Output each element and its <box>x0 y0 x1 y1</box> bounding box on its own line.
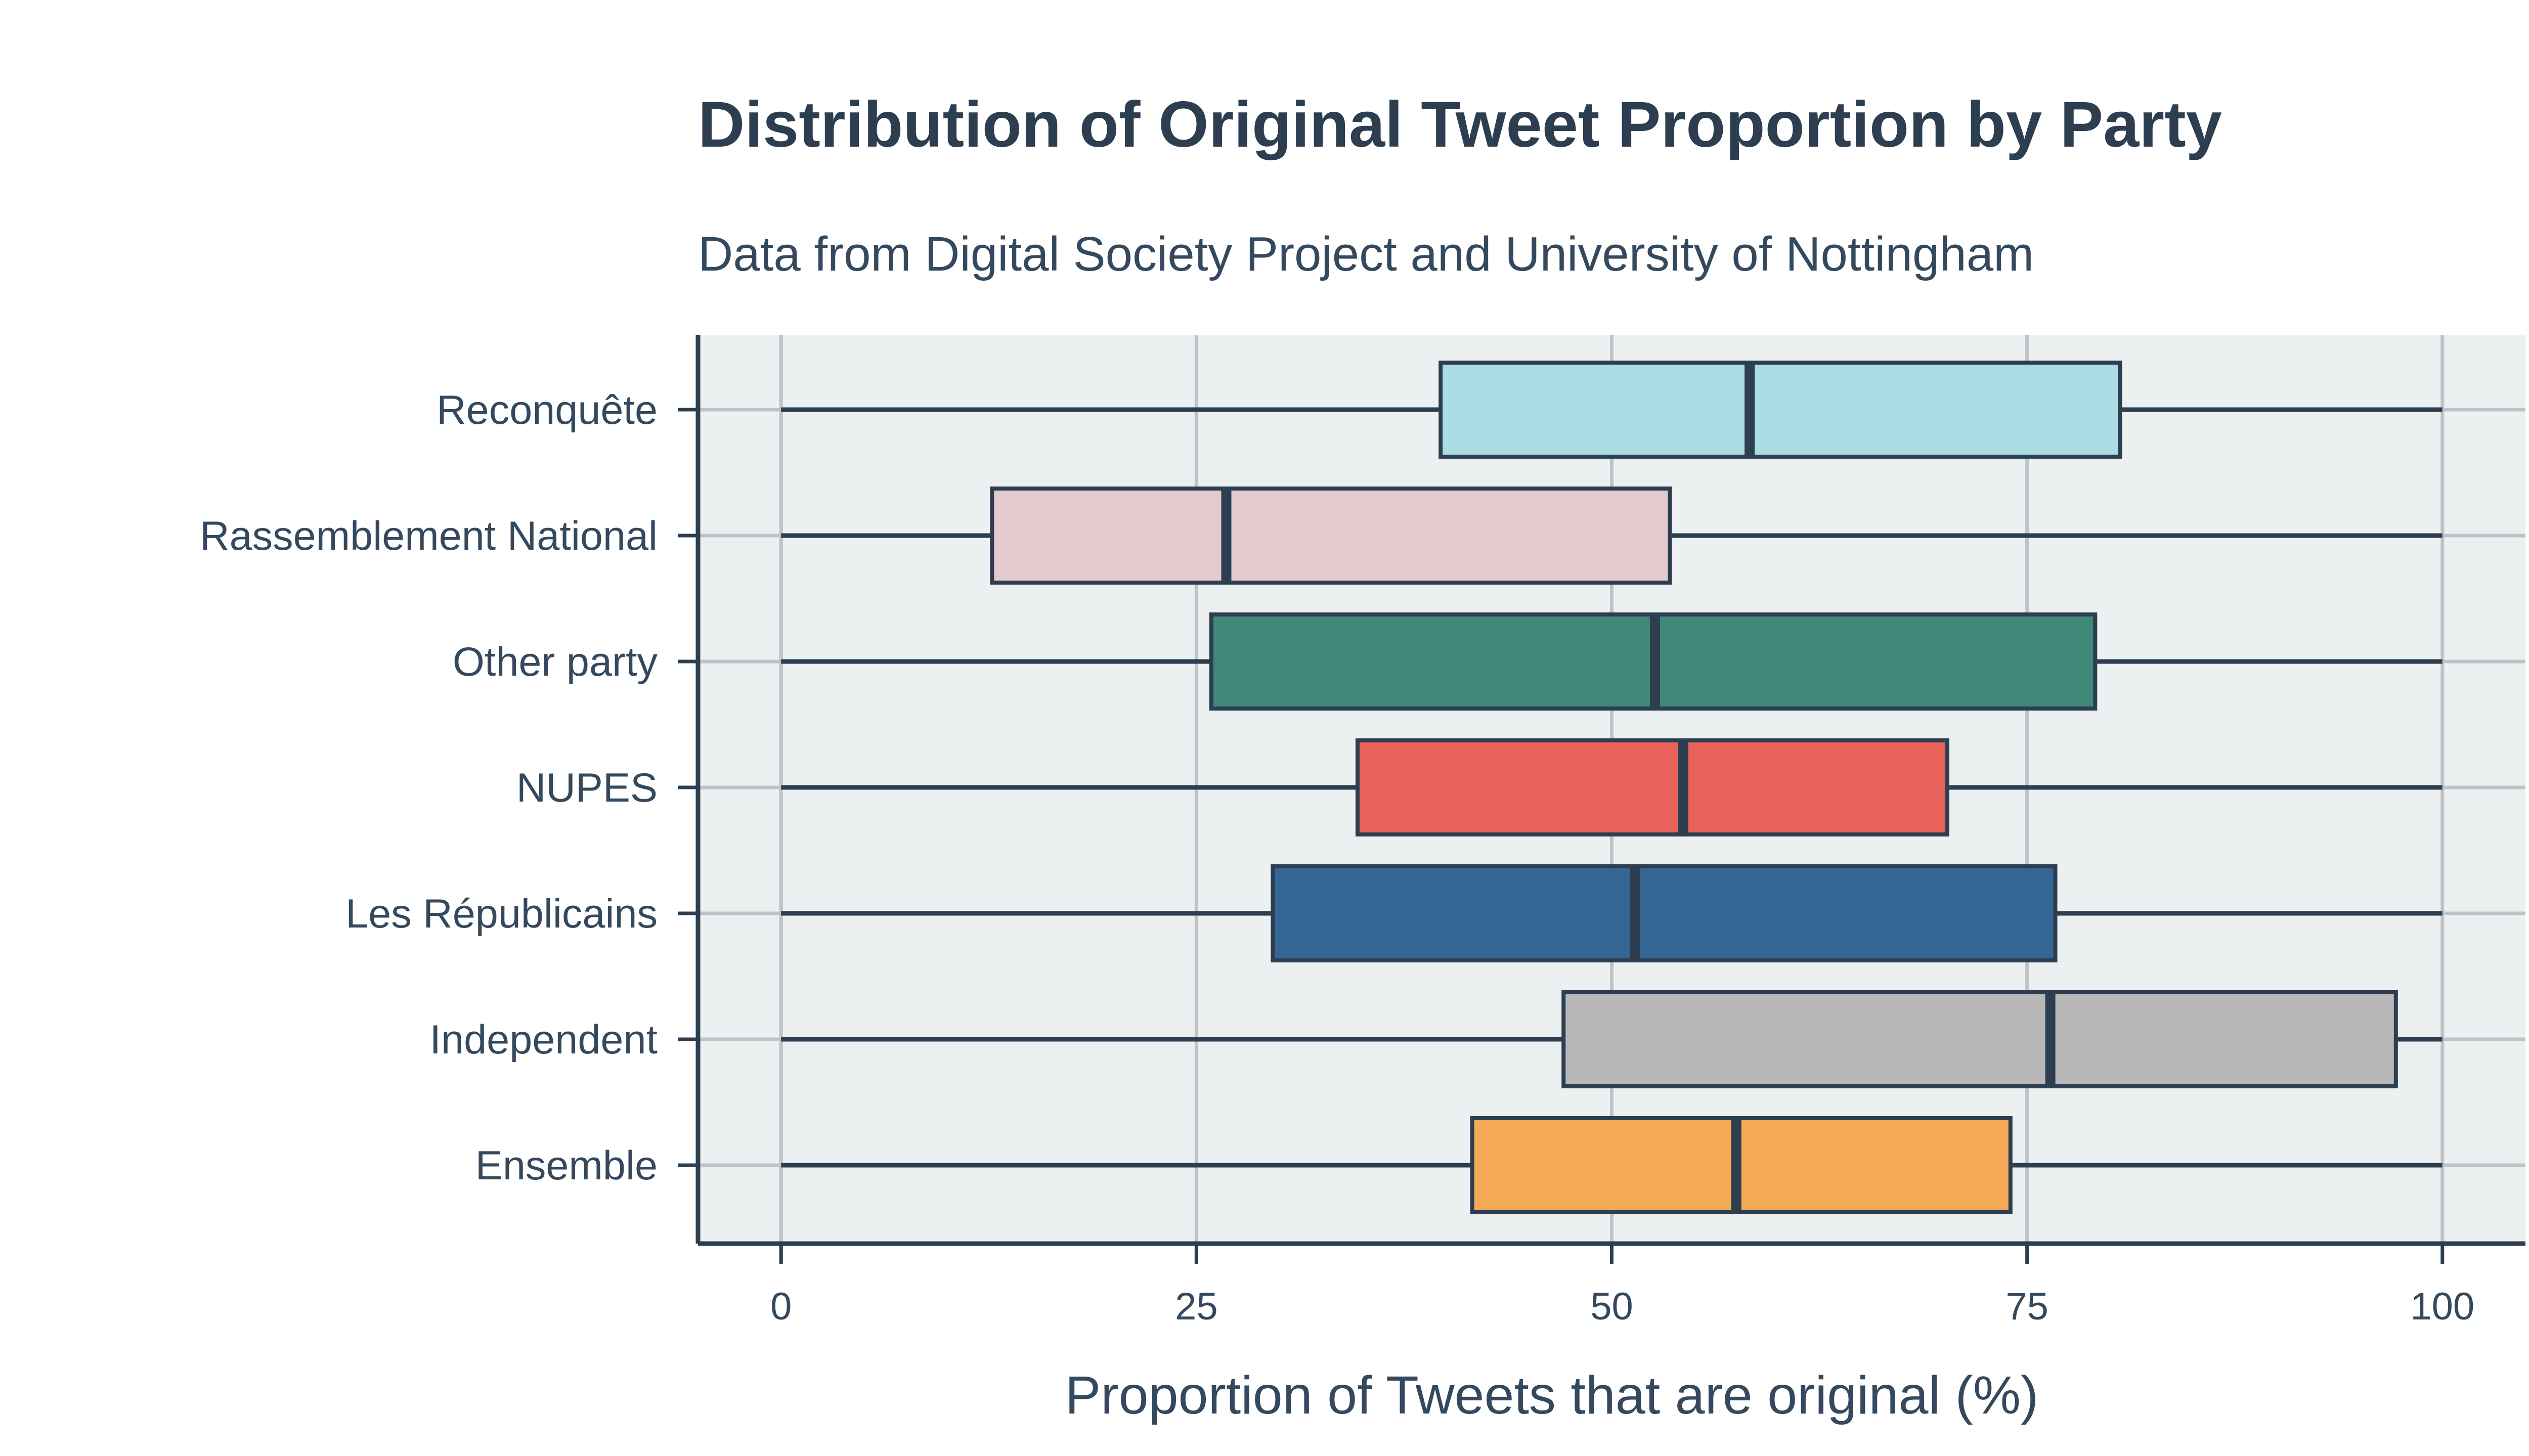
box-iqr <box>1561 990 2398 1088</box>
y-tick-label: Other party <box>453 639 658 685</box>
box-ensemble <box>781 1116 2443 1214</box>
y-tick-label: Independent <box>430 1017 658 1063</box>
tick-labels: 0 25 50 75 100 Reconquête Rassemblement Nation… <box>200 387 2474 1328</box>
box-les-r-publicains <box>781 864 2443 962</box>
y-tick-label: Les Républicains <box>345 891 658 937</box>
y-tick-label: NUPES <box>516 765 658 811</box>
box-series <box>781 361 2443 1214</box>
x-tick-label: 25 <box>1175 1285 1218 1328</box>
x-axis-label: Proportion of Tweets that are original (… <box>1065 1365 2039 1425</box>
box-iqr <box>1355 738 1949 836</box>
x-tick-label: 50 <box>1590 1285 1633 1328</box>
box-reconqu-te <box>781 361 2443 459</box>
x-tick-label: 75 <box>2005 1285 2048 1328</box>
box-other-party <box>781 612 2443 711</box>
box-iqr <box>990 487 1672 585</box>
axes <box>678 335 2525 1264</box>
chart-subtitle: Data from Digital Society Project and Un… <box>698 227 2034 281</box>
y-tick-label: Ensemble <box>475 1143 658 1188</box>
chart-title: Distribution of Original Tweet Proportio… <box>698 89 2222 161</box>
x-tick-label: 100 <box>2410 1285 2474 1328</box>
y-tick-label: Reconquête <box>437 387 658 433</box>
box-iqr <box>1271 864 2058 962</box>
box-nupes <box>781 738 2443 836</box>
y-tick-label: Rassemblement National <box>200 513 658 559</box>
box-iqr <box>1438 361 2122 459</box>
box-independent <box>781 990 2443 1088</box>
box-rassemblement-national <box>781 487 2443 585</box>
x-tick-label: 0 <box>770 1285 792 1328</box>
